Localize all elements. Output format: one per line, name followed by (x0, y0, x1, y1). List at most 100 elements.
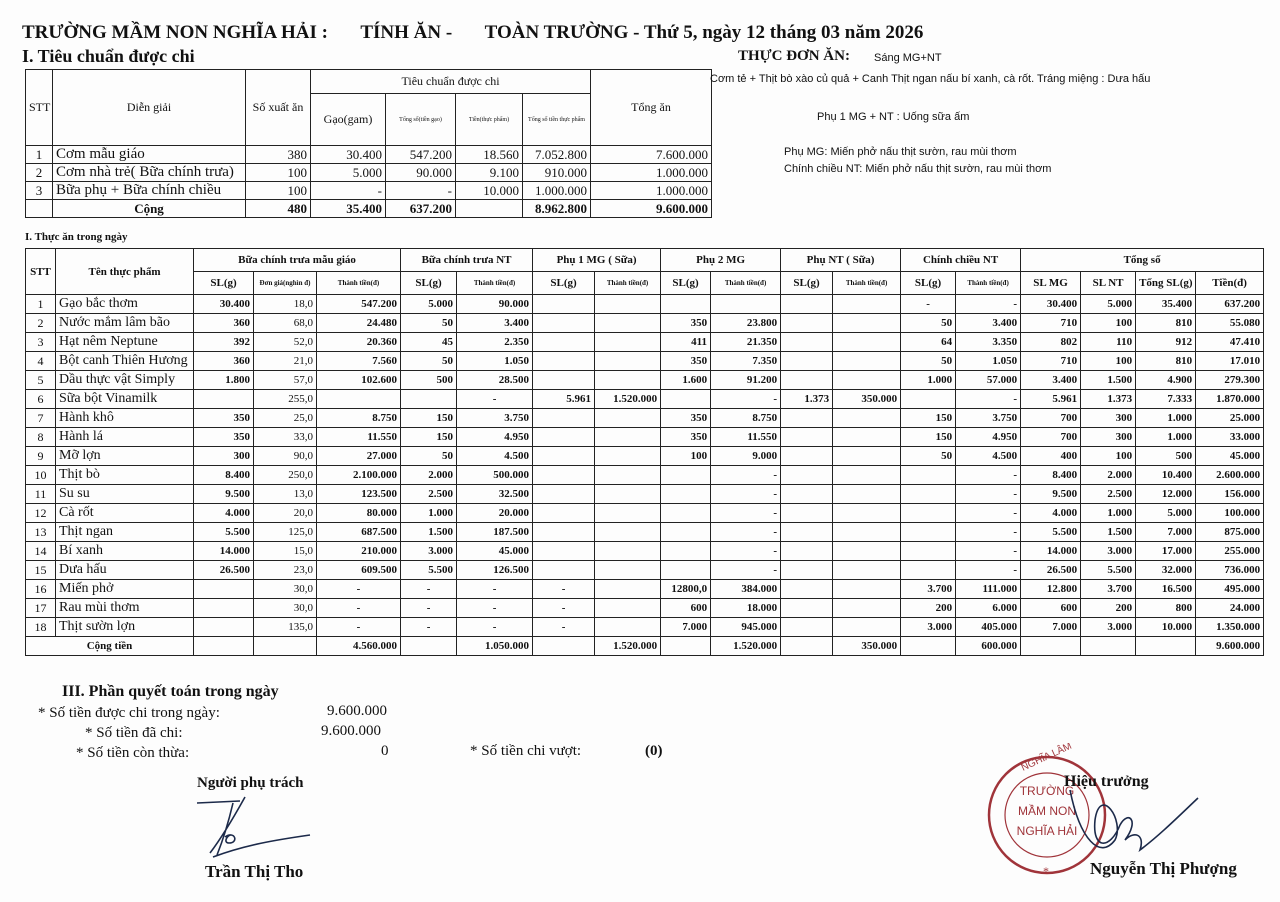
table-cell: 21,0 (253, 351, 317, 371)
menu-lunch: Cơm tẻ + Thịt bò xào củ quả + Canh Thịt … (710, 73, 1151, 85)
table-cell: 350 (660, 427, 712, 447)
table-cell: 1 (25, 145, 53, 164)
table-cell: 18.560 (455, 145, 523, 164)
table-cell: 47.410 (1195, 332, 1265, 352)
table-cell: 912 (1135, 332, 1197, 352)
table-cell: 50 (900, 351, 957, 371)
table-cell: 1.500 (400, 522, 458, 542)
table-cell: 14.000 (193, 541, 254, 561)
table-cell: - (710, 560, 782, 580)
table-cell (832, 579, 902, 599)
table-cell (193, 598, 254, 618)
table-cell: 4.560.000 (315, 636, 402, 656)
spent-value: 9.600.000 (321, 723, 381, 739)
table-cell: 15 (25, 560, 56, 580)
table-cell: 200 (1080, 598, 1137, 618)
table-cell: 5.000 (1080, 294, 1137, 314)
table-cell: 380 (245, 145, 311, 164)
table-cell (900, 560, 957, 580)
table-cell: 2.000 (1080, 465, 1137, 485)
column-header: SL(g) (400, 271, 458, 295)
table-cell: 547.200 (315, 294, 402, 314)
table-cell (900, 484, 957, 504)
table-cell: 350 (660, 313, 712, 333)
table-cell: 50 (400, 313, 458, 333)
table-cell: 810 (1135, 351, 1197, 371)
column-group-header: Tổng số (1020, 248, 1265, 272)
svg-text:MẦM NON: MẦM NON (1018, 803, 1076, 818)
table-cell: 16 (25, 579, 56, 599)
spent-label: * Số tiền đã chi: (85, 725, 183, 741)
table-cell: 45.000 (1195, 446, 1265, 466)
table-cell: - (532, 598, 596, 618)
table-cell: 875.000 (1195, 522, 1265, 542)
table-cell: 24.000 (1195, 598, 1265, 618)
table-cell: 10 (25, 465, 56, 485)
table-cell: 50 (900, 313, 957, 333)
column-group-header: Tên thực phẩm (55, 248, 194, 295)
table-cell: 500 (1135, 446, 1197, 466)
svg-text:TRƯỜNG: TRƯỜNG (1020, 783, 1075, 798)
table-cell (532, 541, 596, 561)
table-cell: Bí xanh (55, 541, 194, 561)
table-cell (660, 503, 712, 523)
table-cell (660, 541, 712, 561)
table-cell: 26.500 (1020, 560, 1082, 580)
svg-text:NGHĨA LÂM: NGHĨA LÂM (1019, 743, 1074, 774)
table-cell: 3.700 (900, 579, 957, 599)
table-cell: 300 (1080, 427, 1137, 447)
table-cell: 7.000 (1020, 617, 1082, 637)
table-cell: 500.000 (456, 465, 534, 485)
table-cell (780, 617, 834, 637)
table-cell: 5.500 (193, 522, 254, 542)
table-cell: - (955, 503, 1022, 523)
table-cell: 2.000 (400, 465, 458, 485)
column-header: Thành tiền(đ) (456, 271, 534, 295)
table-cell: 3.400 (456, 313, 534, 333)
table-cell: 90.000 (385, 163, 456, 182)
table-cell: 4.900 (1135, 370, 1197, 390)
table-cell: 8.750 (710, 408, 782, 428)
table-cell: 11 (25, 484, 56, 504)
table-cell: 600.000 (955, 636, 1022, 656)
table-cell: 5.500 (400, 560, 458, 580)
table-cell (532, 294, 596, 314)
table-cell (710, 294, 782, 314)
table-cell: - (710, 522, 782, 542)
table-cell: 28.500 (456, 370, 534, 390)
table-cell: 800 (1135, 598, 1197, 618)
section3-title: III. Phần quyết toán trong ngày (62, 683, 279, 700)
table-cell: - (315, 617, 402, 637)
table-cell: - (385, 181, 456, 200)
table-cell (832, 465, 902, 485)
table-cell (780, 598, 834, 618)
th-gao: Gạo(gam) (310, 93, 386, 146)
table-cell: 687.500 (315, 522, 402, 542)
table-cell: 3.700 (1080, 579, 1137, 599)
table-cell (832, 427, 902, 447)
over-label: * Số tiền chi vượt: (470, 743, 582, 759)
table-cell: Thịt bò (55, 465, 194, 485)
table-cell (594, 541, 662, 561)
table-cell: 2 (25, 313, 56, 333)
column-header: SL(g) (532, 271, 596, 295)
table-cell (660, 389, 712, 409)
table-cell: 2.350 (456, 332, 534, 352)
table-cell: 4.000 (193, 503, 254, 523)
table-cell: 7.600.000 (590, 145, 712, 164)
svg-text:*: * (1043, 864, 1049, 878)
table-cell: 13,0 (253, 484, 317, 504)
table-cell: 3 (25, 181, 53, 200)
table-cell: 12 (25, 503, 56, 523)
table-row: 1 Cơm mẫu giáo 380 30.400 547.200 18.560 7.052… (25, 145, 712, 164)
food-row: 3 Hạt nêm Neptune 392 52,0 20.360 45 2.350 411 2… (25, 332, 1265, 352)
table-cell: 7.000 (1135, 522, 1197, 542)
table-cell: Bữa phụ + Bữa chính chiều (52, 181, 246, 200)
table-cell: 5.961 (532, 389, 596, 409)
table-cell: 55.080 (1195, 313, 1265, 333)
table-cell: 4.950 (456, 427, 534, 447)
table-cell: 17.010 (1195, 351, 1265, 371)
table-cell: 736.000 (1195, 560, 1265, 580)
table-cell (832, 294, 902, 314)
table-cell: 1.000.000 (590, 181, 712, 200)
